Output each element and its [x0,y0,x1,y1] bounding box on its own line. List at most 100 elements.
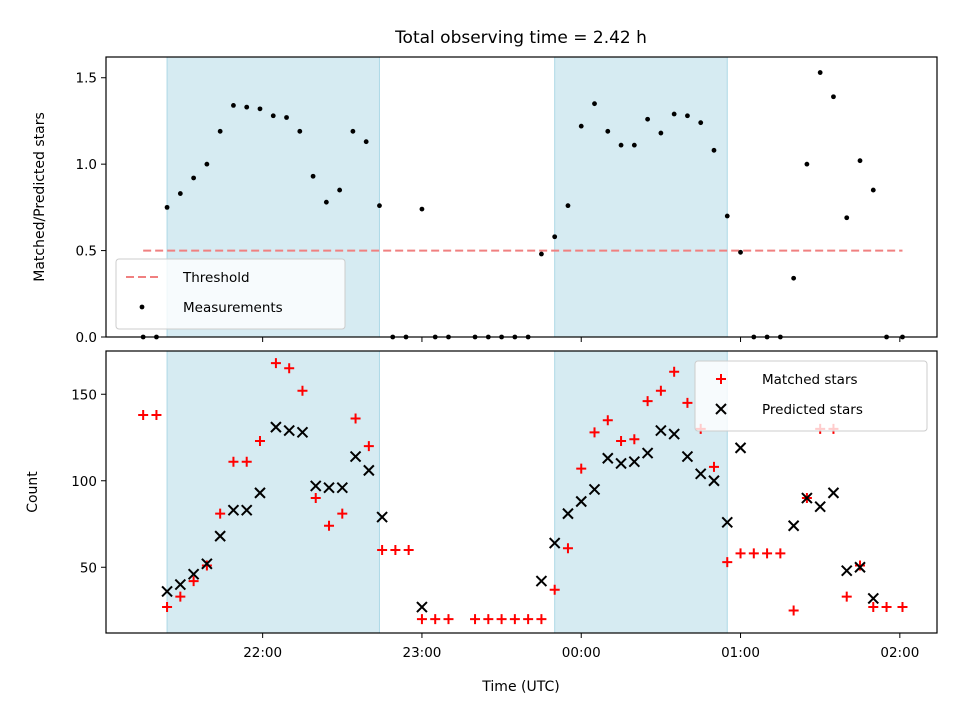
measurement-point [870,187,876,193]
predicted-star-point [323,481,335,494]
matched-star-point [241,456,252,467]
matched-star-point [629,434,640,445]
x-tick-label: 22:00 [243,645,282,661]
measurement-point [419,206,425,212]
measurement-point [578,123,584,129]
predicted-star-point [655,424,667,437]
legend-label: Measurements [183,300,283,316]
measurement-point [217,128,223,134]
matched-star-point [390,544,401,555]
matched-star-point [470,614,481,625]
y-tick-label: 50 [80,560,97,576]
matched-star-point [708,461,719,472]
predicted-star-point [214,530,226,542]
predicted-star-point [562,507,574,520]
measurement-point [844,215,850,221]
matched-star-point [188,576,199,587]
matched-star-point [270,358,281,369]
matched-star-point [496,614,507,625]
matched-star-point [655,385,666,396]
predicted-star-point [270,421,282,433]
matched-star-point [735,548,746,559]
legend: Threshold Measurements [115,258,346,330]
axes-frame [105,350,938,634]
predicted-star-point [349,450,362,463]
matched-star-point [403,544,414,555]
predicted-star-point [721,516,733,528]
legend-measurement-swatch [139,304,145,310]
measurement-point [698,120,704,126]
matched-star-point [215,508,226,519]
matched-star-point [897,602,908,613]
measurement-point [631,142,637,148]
predicted-star-point [641,447,654,459]
matched-star-point [430,614,441,625]
predicted-star-point [708,475,720,487]
legend-box [115,258,346,330]
measurement-point [337,187,343,193]
predicted-star-point [602,452,614,464]
legend-label: Predicted stars [762,402,863,418]
predicted-star-point [841,565,853,577]
predicted-star-point [296,426,309,439]
measurement-point [257,106,263,112]
measurement-point [658,130,664,136]
axes-frame [105,56,938,338]
legend-label: Threshold [182,270,250,286]
predicted-star-point [187,568,200,580]
legend-predicted-swatch [715,403,727,415]
matched-star-point [151,410,162,421]
predicted-star-point [801,492,813,504]
legend-matched-swatch [716,374,726,384]
measurement-point [244,104,250,110]
measurement-point [270,113,276,119]
measurement-point [164,204,170,210]
matched-star-point [324,520,335,531]
matched-star-point [254,435,265,446]
measurement-point [738,249,743,255]
matched-star-point [175,591,186,602]
measurement-point [204,161,210,167]
matched-star-point [562,543,573,554]
matched-star-point [589,427,600,438]
predicted-star-point [548,537,561,549]
matched-star-point [523,614,534,625]
predicted-star-point [201,558,213,570]
measurement-point [711,147,717,153]
measurement-point [605,128,611,134]
predicted-star-point [814,500,826,513]
measurement-point [539,251,544,257]
matched-star-point [682,397,693,408]
predicted-star-point [283,424,295,437]
matched-star-point [762,548,773,559]
matched-star-point [377,544,388,555]
predicted-star-point [575,495,587,508]
matched-star-point [775,548,786,559]
measurement-point [804,161,810,167]
matched-star-point [788,605,799,616]
measurement-point [284,115,289,120]
measurement-point [857,158,863,164]
measurement-point [552,234,558,240]
matched-star-point [284,363,295,374]
x-tick-label: 00:00 [562,645,601,661]
measurement-point [671,111,677,117]
y-axis-title: Count [25,471,41,513]
measurement-point [645,116,651,122]
predicted-star-point [628,456,641,468]
shaded-interval [554,56,728,338]
matched-star-point [722,557,733,568]
matched-star-point [443,614,454,625]
measurement-point [177,191,183,196]
matched-star-point [310,493,321,504]
predicted-star-point [254,487,266,499]
predicted-star-point [376,511,388,523]
matched-star-point [509,614,520,625]
matched-star-point [855,560,866,571]
predicted-star-point [867,592,879,605]
matched-star-point [337,508,348,519]
matched-star-point [350,413,361,424]
legend-label: Matched stars [762,372,858,388]
y-tick-label: 0.5 [76,244,97,260]
